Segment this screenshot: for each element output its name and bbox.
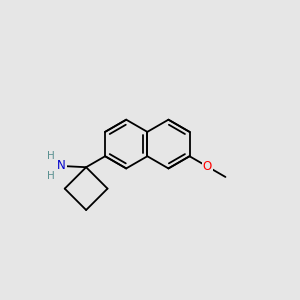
Text: H: H (46, 151, 54, 161)
Text: O: O (203, 160, 212, 173)
Text: N: N (57, 160, 66, 172)
Text: H: H (46, 171, 54, 181)
